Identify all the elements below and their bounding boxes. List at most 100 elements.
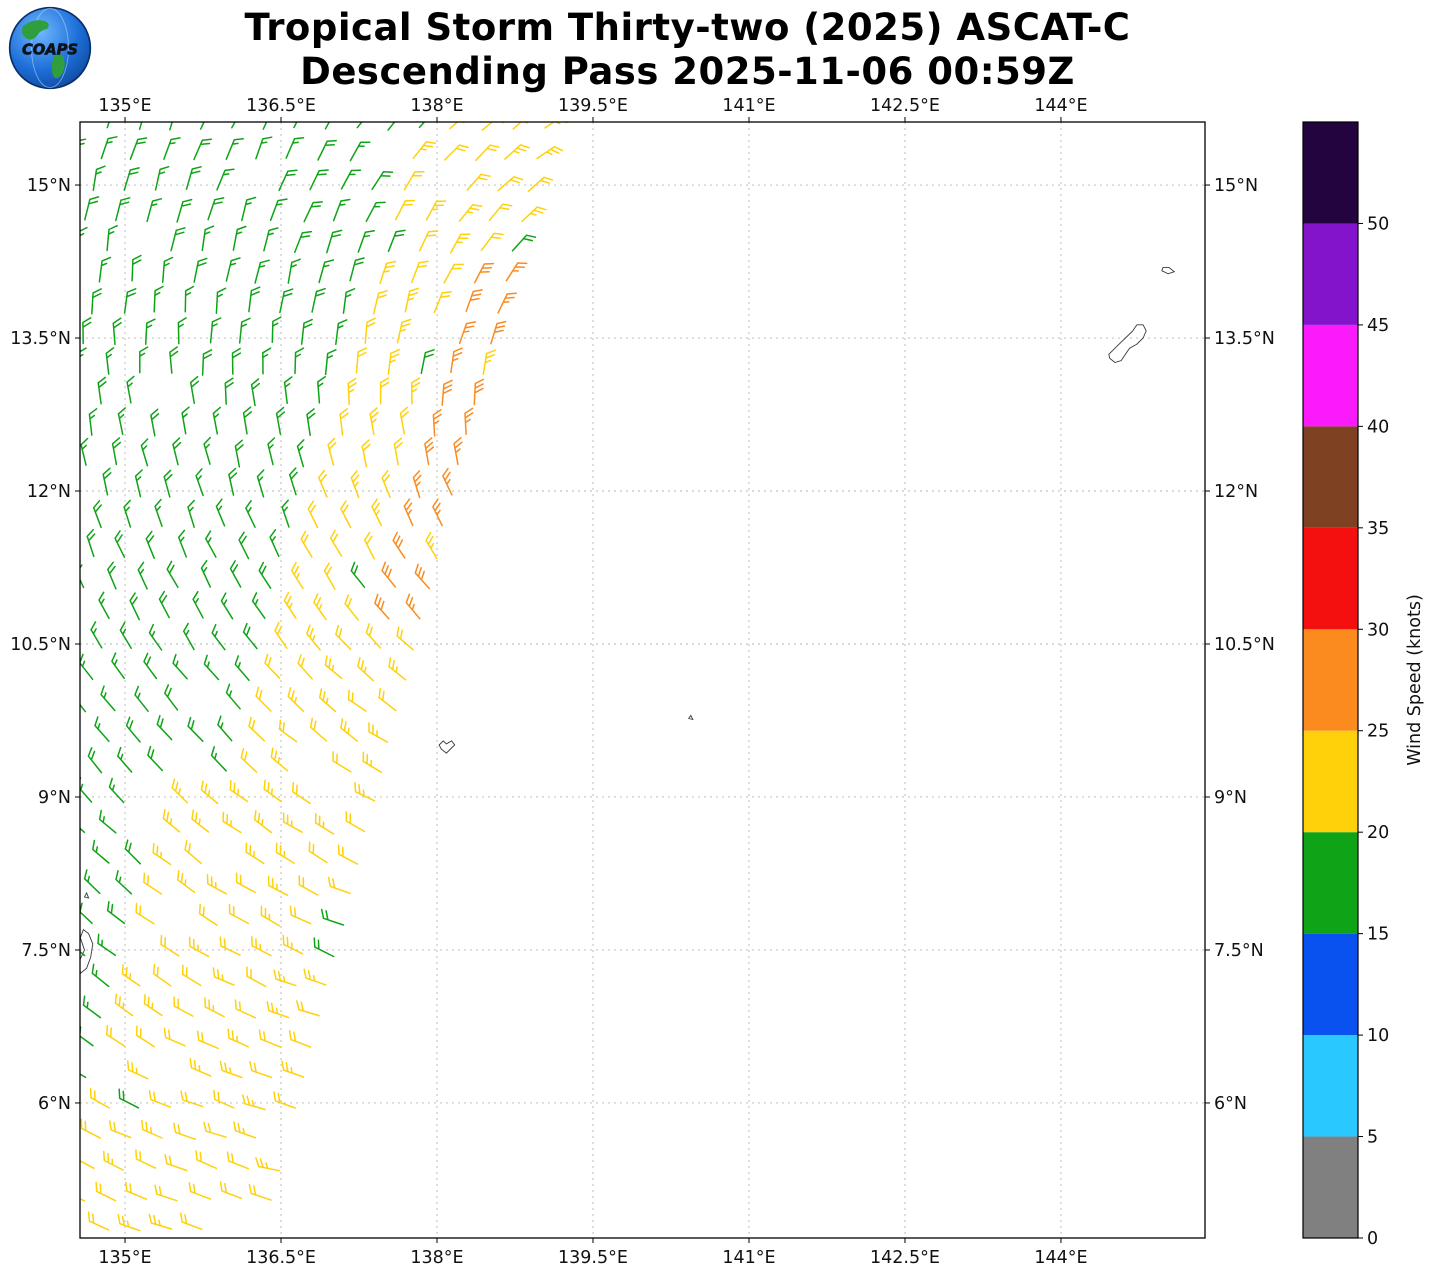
wind-barb <box>490 320 507 345</box>
wind-barb <box>43 561 53 587</box>
wind-barb <box>224 377 234 405</box>
wind-barb <box>313 937 335 958</box>
wind-barb <box>156 714 173 741</box>
colorbar-frame <box>1302 121 1359 1239</box>
wind-barb <box>381 470 391 499</box>
wind-barb <box>450 347 463 374</box>
wind-barb <box>318 259 335 284</box>
wind-barb <box>511 234 537 252</box>
wind-barb <box>138 122 143 131</box>
wind-barb <box>414 563 431 590</box>
wind-barb <box>340 500 352 529</box>
y-tick-label-left: 7.5°N <box>21 941 71 961</box>
wind-barb <box>303 201 323 223</box>
wind-barb <box>369 407 379 436</box>
wind-barb <box>38 808 53 832</box>
wind-barb <box>92 839 110 864</box>
plot-frame <box>79 121 1206 1239</box>
wind-barb <box>135 1025 156 1048</box>
wind-barb <box>231 122 236 129</box>
wind-barb <box>449 233 471 254</box>
wind-barb <box>475 144 500 162</box>
wind-barb <box>349 141 371 162</box>
y-tick-label-right: 7.5°N <box>1214 941 1264 961</box>
wind-barb <box>442 467 453 496</box>
wind-barb <box>193 138 213 161</box>
wind-barb <box>83 869 101 895</box>
wind-barb <box>393 437 403 466</box>
wind-barb <box>80 1198 86 1202</box>
wind-barb <box>124 1181 148 1200</box>
wind-barb <box>65 715 78 740</box>
colorbar-tick-label: 10 <box>1367 1026 1389 1046</box>
wind-barb <box>396 318 412 344</box>
wind-barb <box>425 200 447 221</box>
wind-barb <box>371 171 394 191</box>
wind-barb <box>392 531 406 559</box>
wind-barb <box>362 751 382 773</box>
wind-barb <box>173 996 194 1017</box>
wind-barb <box>163 1027 186 1047</box>
wind-barb <box>82 995 102 1019</box>
chart-title: Tropical Storm Thirty-two (2025) ASCAT-C <box>244 6 1131 49</box>
wind-barb <box>80 1118 101 1139</box>
wind-barb <box>169 122 173 131</box>
colorbar-tick-label: 50 <box>1367 214 1389 234</box>
y-tick-label-right: 6°N <box>1214 1094 1247 1114</box>
wind-barb <box>53 873 69 896</box>
wind-barb <box>323 562 336 590</box>
colorbar-segment <box>1303 730 1358 833</box>
wind-barb <box>158 590 170 619</box>
wind-barb <box>126 375 135 404</box>
wind-barb <box>172 437 182 466</box>
wind-barb <box>115 870 133 895</box>
wind-barb <box>273 969 297 987</box>
wind-barb <box>212 406 221 435</box>
wind-barb <box>238 317 251 344</box>
island-rota <box>1161 267 1176 275</box>
wind-barb <box>225 257 241 282</box>
wind-barb <box>433 290 452 314</box>
wind-barb <box>262 122 268 130</box>
wind-barb <box>68 256 78 281</box>
wind-barb <box>131 254 142 282</box>
y-tick-label-left: 13.5°N <box>10 329 71 349</box>
colorbar-tick-label: 30 <box>1367 620 1389 640</box>
wind-barb <box>342 288 356 314</box>
wind-barb <box>255 686 272 712</box>
wind-barb <box>332 198 351 222</box>
wind-barb <box>242 1094 266 1111</box>
wind-barb <box>355 347 368 374</box>
wind-barb <box>466 173 491 191</box>
wind-barb <box>188 1182 212 1200</box>
wind-barb <box>48 440 56 467</box>
wind-barb <box>181 406 190 435</box>
wind-barb <box>347 377 357 406</box>
wind-barb <box>97 933 117 956</box>
wind-barb <box>294 347 305 375</box>
wind-barb <box>140 438 149 467</box>
wind-barb <box>50 1120 70 1138</box>
wind-barb <box>335 319 348 346</box>
wind-barb <box>51 654 61 680</box>
wind-barb <box>332 751 352 773</box>
wind-barb <box>154 498 163 527</box>
wind-barb <box>289 905 312 925</box>
x-tick-label-bottom: 144°E <box>1034 1248 1087 1264</box>
wind-barbs <box>38 122 568 1232</box>
wind-barb <box>381 561 397 588</box>
wind-barb <box>87 1211 110 1231</box>
wind-barb <box>57 409 65 435</box>
wind-barb <box>497 176 524 192</box>
wind-barb <box>349 257 365 282</box>
wind-barb <box>317 139 337 161</box>
wind-barb <box>80 1156 95 1170</box>
wind-barb <box>63 501 71 528</box>
wind-barb <box>248 716 265 742</box>
wind-barb <box>303 968 327 986</box>
wind-barb <box>267 875 289 897</box>
colorbar-segment <box>1303 1136 1358 1238</box>
wind-barb <box>179 1212 203 1231</box>
wind-barb <box>106 1024 126 1047</box>
